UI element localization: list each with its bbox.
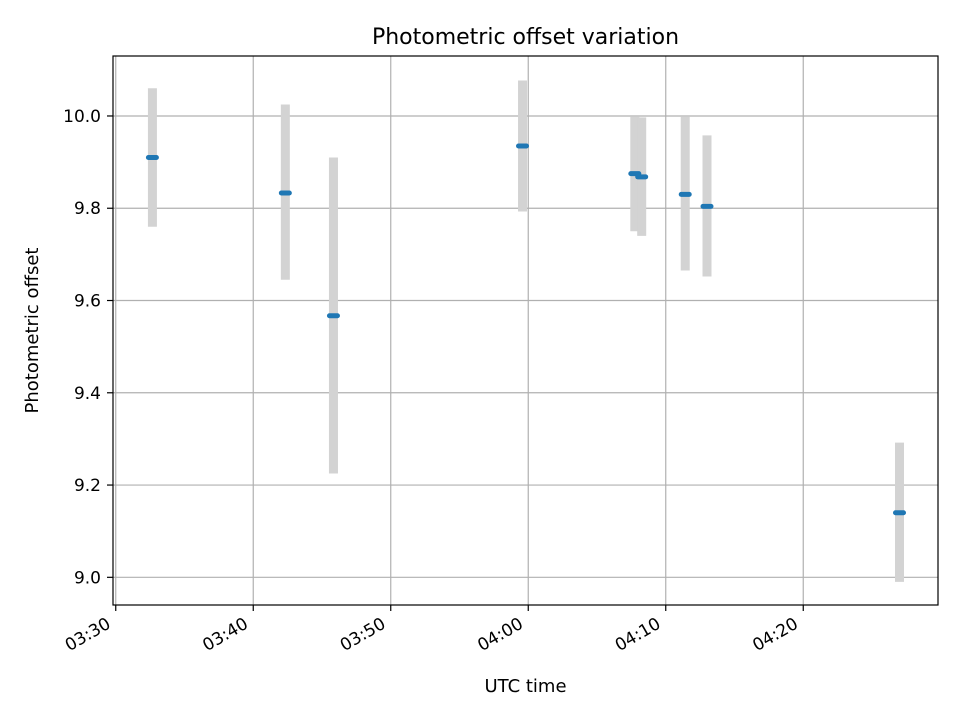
- y-tick-label: 9.2: [74, 476, 101, 496]
- x-tick-label: 04:10: [612, 614, 664, 656]
- axis-ticks: 9.0 9.2 9.4 9.6 9.8 10.0 03:30 03:40 03:50 04:00 0…: [62, 107, 804, 656]
- y-tick-label: 10.0: [63, 107, 101, 127]
- y-tick-label: 9.8: [74, 199, 101, 219]
- x-tick-label: 03:40: [199, 614, 251, 656]
- y-axis-label: Photometric offset: [22, 248, 43, 414]
- chart-title: Photometric offset variation: [372, 25, 679, 50]
- x-tick-label: 04:20: [749, 614, 801, 656]
- x-tick-label: 04:00: [474, 614, 526, 656]
- x-tick-label: 03:30: [62, 614, 114, 656]
- y-tick-label: 9.4: [74, 384, 101, 404]
- data-points: [145, 143, 906, 516]
- y-tick-label: 9.0: [74, 568, 101, 588]
- x-axis-label: UTC time: [484, 676, 566, 697]
- y-tick-label: 9.6: [74, 292, 101, 312]
- plot-frame: [112, 55, 939, 606]
- x-tick-label: 03:50: [337, 614, 389, 656]
- errorbars: [147, 80, 904, 582]
